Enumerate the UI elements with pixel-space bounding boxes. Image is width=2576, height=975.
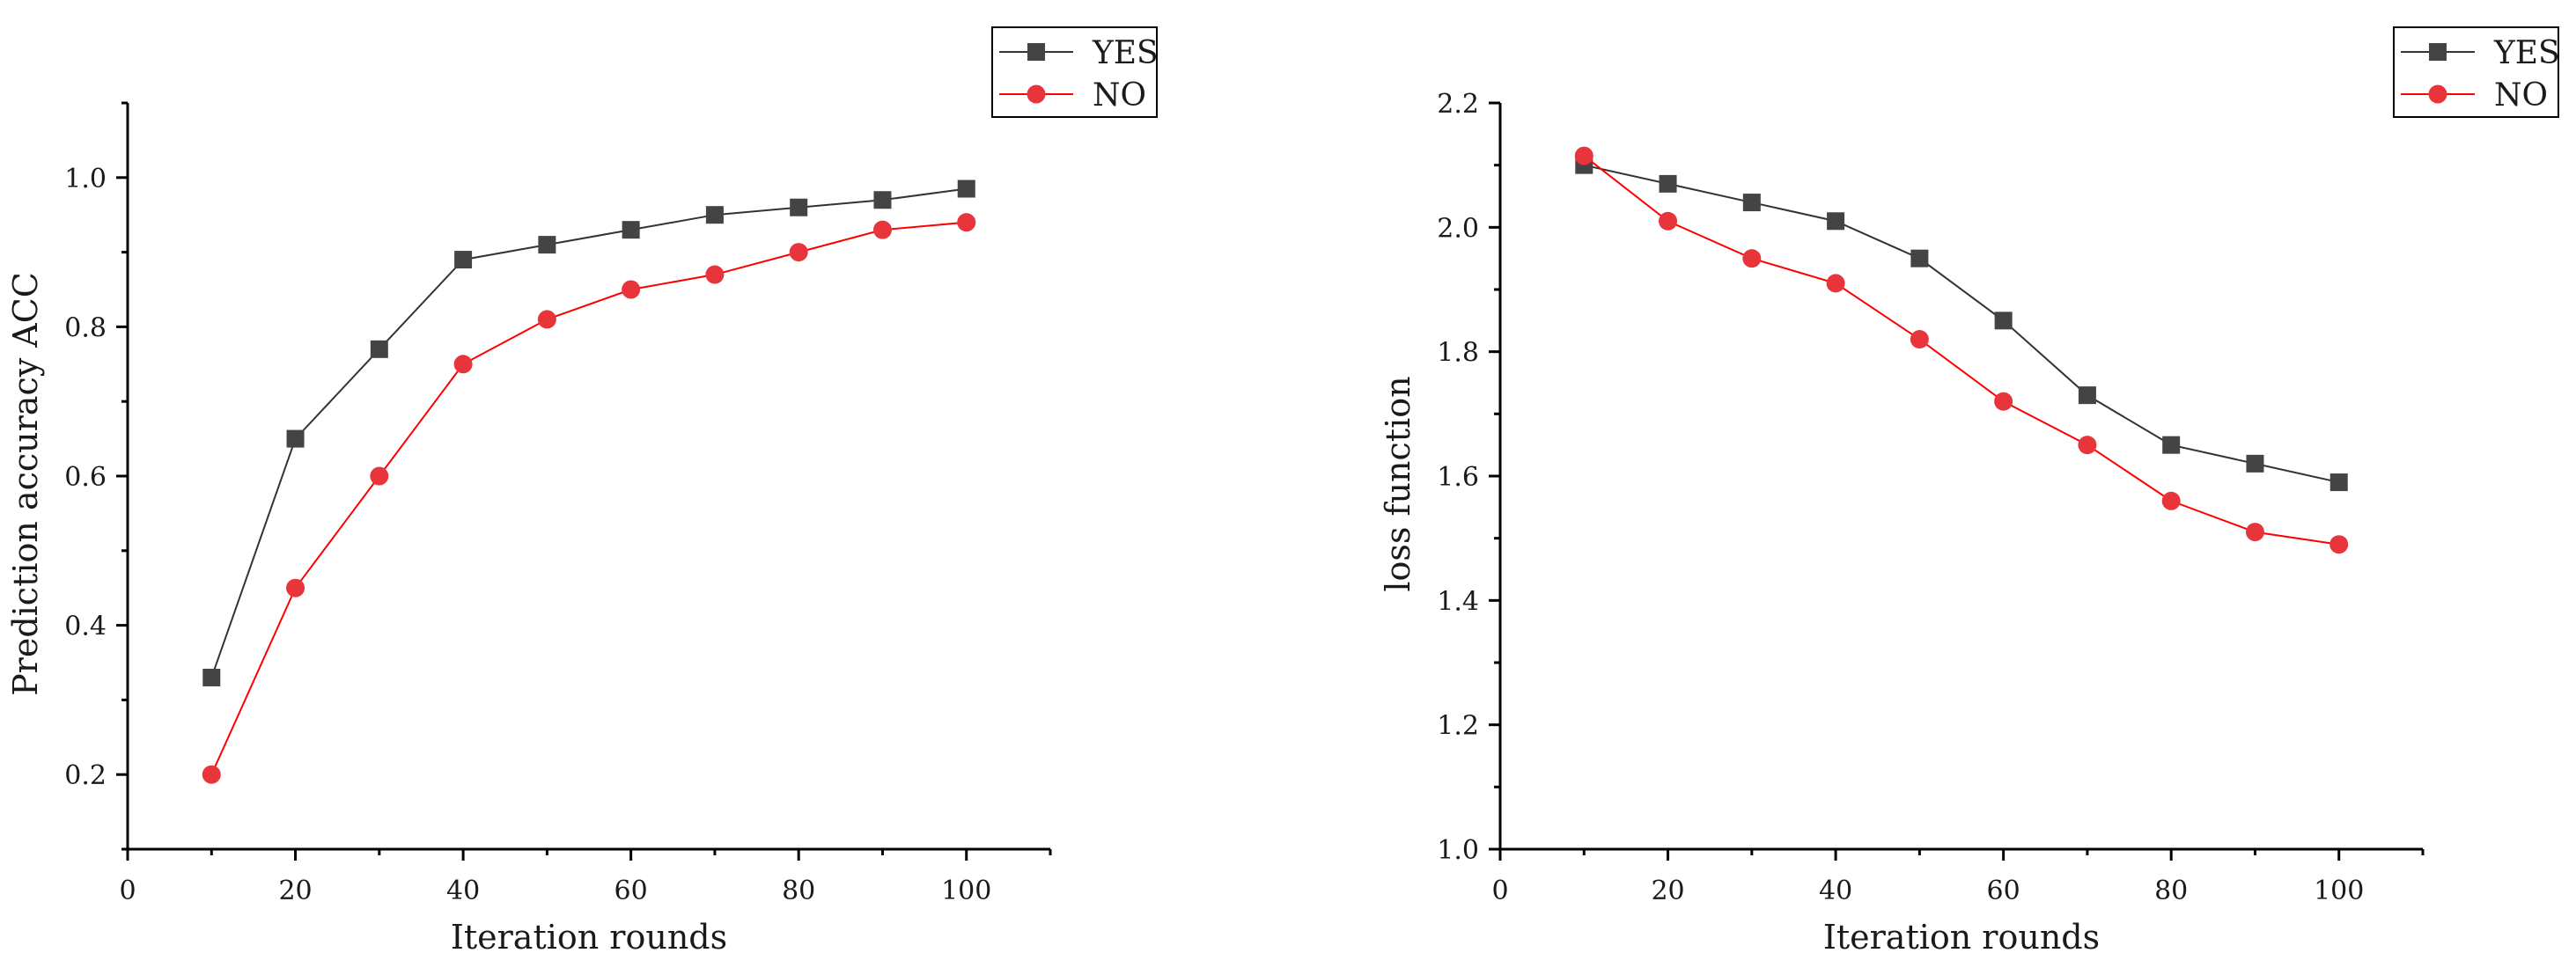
data-point [537, 310, 556, 329]
legend-marker [1027, 84, 1046, 104]
series-line [210, 187, 967, 678]
data-point [2329, 535, 2349, 554]
x-tick-label: 40 [446, 876, 480, 906]
data-point [1659, 211, 1678, 231]
x-axis-title: Iteration rounds [451, 918, 727, 957]
data-point [1910, 249, 1929, 268]
data-point [1994, 392, 2013, 411]
x-tick-label: 20 [278, 876, 312, 906]
data-point [1826, 274, 1845, 293]
y-tick-label: 2.2 [1437, 89, 1479, 120]
data-point [538, 236, 556, 254]
data-point [957, 180, 975, 198]
data-point [1742, 249, 1762, 268]
data-point [1827, 212, 1845, 231]
series-yes [1575, 156, 2348, 492]
legend-marker [2428, 84, 2447, 104]
y-tick-label: 2.0 [1437, 213, 1479, 244]
series-line [1584, 164, 2339, 484]
x-tick-label: 100 [941, 876, 991, 906]
series-no [1574, 146, 2349, 554]
x-tick-label: 20 [1651, 876, 1684, 906]
series-line [1583, 155, 2339, 546]
data-point [1659, 174, 1677, 193]
x-tick-label: 0 [119, 876, 136, 906]
data-point [872, 220, 892, 239]
data-point [705, 206, 724, 224]
data-point [453, 355, 473, 374]
y-tick-label: 1.0 [64, 164, 107, 194]
data-point [1994, 312, 2013, 330]
data-point [202, 765, 221, 784]
x-tick-label: 0 [1491, 876, 1508, 906]
legend-marker [1027, 43, 1045, 61]
data-point [622, 221, 640, 239]
y-axis-title: loss function [1379, 376, 1417, 591]
y-tick-label: 0.4 [64, 612, 107, 642]
legend-label: YES [2493, 35, 2560, 71]
x-tick-label: 100 [2314, 876, 2364, 906]
x-tick-label: 80 [2154, 876, 2188, 906]
legend: YES NO [991, 26, 1159, 118]
data-point [622, 280, 641, 299]
data-point [790, 198, 808, 216]
y-tick-label: 1.4 [1437, 586, 1479, 617]
data-point [202, 668, 221, 686]
legend-box [991, 26, 1158, 118]
series-line [210, 221, 967, 775]
data-point [789, 243, 808, 262]
x-tick-label: 60 [1987, 876, 2020, 906]
data-point [1574, 146, 1593, 165]
data-point [2161, 491, 2181, 510]
chart-2: 0 20 40 60 80 100 1.0 1.2 1.4 1.6 1.8 2.0 2.2 Iterati… [1379, 26, 2560, 957]
y-tick-label: 0.2 [64, 760, 107, 791]
data-point [2245, 523, 2264, 542]
data-point [705, 265, 725, 284]
legend-label: NO [1093, 77, 1146, 114]
data-point [2078, 436, 2097, 455]
y-tick-label: 0.6 [64, 462, 107, 493]
y-tick-label: 1.0 [1437, 835, 1479, 866]
data-point [1742, 194, 1761, 212]
data-point [2329, 473, 2348, 492]
y-axis-title: Prediction accuracy ACC [6, 272, 45, 696]
x-tick-label: 80 [782, 876, 815, 906]
y-tick-label: 1.6 [1437, 462, 1479, 493]
data-point [2078, 386, 2096, 405]
data-point [286, 429, 305, 448]
data-point [2162, 436, 2181, 454]
data-point [2246, 454, 2264, 473]
data-point [454, 251, 473, 269]
x-tick-label: 40 [1819, 876, 1852, 906]
x-tick-label: 60 [615, 876, 648, 906]
data-point [1910, 330, 1929, 349]
data-point [957, 213, 976, 232]
series-no [202, 213, 976, 784]
y-tick-label: 1.2 [1437, 711, 1479, 742]
y-tick-label: 0.8 [64, 312, 107, 343]
legend-label: NO [2494, 77, 2548, 114]
data-point [873, 191, 892, 209]
data-point [286, 578, 305, 597]
legend-box [2393, 26, 2559, 118]
y-tick-label: 1.8 [1437, 338, 1479, 369]
x-axis-title: Iteration rounds [1823, 918, 2100, 957]
legend: YES NO [2393, 26, 2560, 118]
series-yes [202, 180, 975, 686]
legend-marker [2429, 43, 2447, 61]
data-point [370, 340, 388, 358]
data-point [370, 466, 389, 486]
legend-label: YES [1092, 35, 1159, 71]
chart-1: 0 20 40 60 80 100 0.2 0.4 0.6 0.8 1.0 Iteration rou… [6, 26, 1159, 957]
